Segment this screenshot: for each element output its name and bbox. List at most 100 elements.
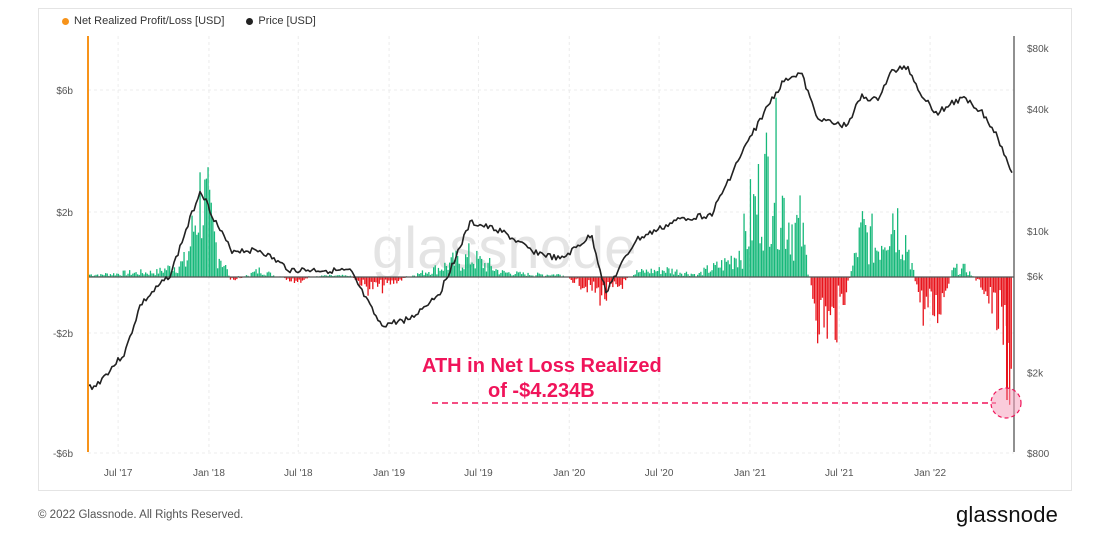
net-realized-bar	[490, 266, 492, 277]
net-realized-bar	[873, 262, 875, 277]
net-realized-bar	[802, 222, 804, 277]
net-realized-bar	[919, 277, 921, 303]
net-realized-bar	[589, 277, 592, 285]
net-realized-bar	[713, 263, 715, 277]
net-realized-bar	[524, 274, 526, 277]
net-realized-bar	[172, 271, 174, 277]
net-realized-bar	[425, 272, 427, 277]
net-realized-bar	[921, 277, 923, 291]
net-realized-bar	[175, 272, 177, 277]
net-realized-bar	[722, 270, 724, 277]
net-realized-bar	[916, 277, 918, 285]
net-realized-bar	[233, 277, 235, 280]
net-realized-bar	[597, 277, 600, 288]
legend-dot-orange	[62, 17, 69, 25]
net-realized-bar	[783, 197, 785, 277]
net-realized-bar	[847, 277, 849, 281]
net-realized-bar	[599, 277, 601, 306]
net-realized-bar	[341, 274, 344, 277]
net-realized-bar	[149, 270, 152, 277]
net-realized-bar	[141, 273, 144, 277]
net-realized-bar	[325, 275, 328, 277]
net-realized-bar	[497, 269, 499, 277]
net-realized-bar	[90, 274, 92, 277]
net-realized-bar	[828, 277, 830, 311]
net-realized-bar	[140, 269, 142, 277]
net-realized-bar	[463, 269, 465, 277]
net-realized-bar	[882, 249, 884, 277]
net-realized-bar	[188, 251, 190, 277]
net-realized-bar	[765, 132, 768, 277]
legend-item-net-realized[interactable]: Net Realized Profit/Loss [USD]	[62, 15, 224, 27]
net-realized-bar	[130, 274, 132, 277]
net-realized-bar	[338, 275, 340, 277]
net-realized-bar	[221, 267, 224, 277]
net-realized-bar	[941, 277, 944, 294]
net-realized-bar	[815, 277, 817, 321]
net-realized-bar	[929, 277, 931, 289]
net-realized-bar	[218, 258, 220, 277]
net-realized-bar	[297, 277, 299, 282]
net-realized-bar	[721, 260, 723, 277]
net-realized-bar	[458, 263, 460, 277]
net-realized-bar	[701, 275, 704, 277]
net-realized-bar	[709, 271, 712, 277]
net-realized-bar	[252, 272, 254, 277]
net-realized-bar	[933, 277, 936, 317]
net-realized-bar	[644, 272, 646, 277]
net-realized-bar	[642, 270, 644, 277]
net-realized-bar	[193, 231, 195, 277]
net-realized-bar	[445, 266, 448, 277]
net-realized-bar	[191, 215, 193, 277]
net-realized-bar	[506, 272, 508, 277]
net-realized-bar	[685, 271, 688, 277]
net-realized-bar	[306, 277, 308, 279]
net-realized-bar	[330, 275, 332, 277]
net-realized-bar	[932, 277, 934, 316]
net-realized-bar	[649, 273, 651, 277]
net-realized-bar	[741, 268, 744, 277]
net-realized-bar	[132, 273, 134, 277]
net-realized-bar	[135, 272, 137, 277]
net-realized-bar	[930, 277, 932, 292]
net-realized-bar	[609, 277, 611, 287]
left-axis-tick-label: -$2b	[53, 329, 73, 340]
net-realized-bar	[716, 261, 718, 277]
net-realized-bar	[733, 257, 736, 277]
net-realized-bar	[117, 273, 120, 277]
net-realized-bar	[501, 270, 504, 277]
net-realized-bar	[775, 97, 777, 277]
net-realized-bar	[321, 275, 323, 277]
net-realized-bar	[250, 272, 252, 277]
net-realized-bar	[485, 271, 488, 277]
net-realized-bar	[593, 277, 595, 282]
net-realized-bar	[887, 249, 889, 277]
net-realized-bar	[588, 277, 590, 281]
net-realized-bar	[385, 277, 387, 280]
net-realized-bar	[345, 275, 347, 277]
net-realized-bar	[266, 272, 268, 277]
legend-item-price[interactable]: Price [USD]	[246, 15, 316, 27]
net-realized-bar	[861, 211, 864, 277]
net-realized-bar	[985, 277, 987, 292]
net-realized-bar	[906, 251, 908, 277]
net-realized-bar	[103, 275, 105, 277]
net-realized-bar	[481, 258, 483, 277]
net-realized-bar	[772, 216, 774, 277]
net-realized-bar	[663, 270, 665, 277]
net-realized-bar	[194, 225, 196, 277]
net-realized-bar	[951, 270, 953, 277]
net-realized-bar	[836, 277, 838, 343]
net-realized-bar	[337, 275, 339, 277]
net-realized-bar	[751, 240, 753, 277]
net-realized-bar	[634, 274, 636, 277]
net-realized-bar	[389, 277, 392, 285]
net-realized-bar	[95, 274, 97, 277]
net-realized-bar	[897, 208, 899, 277]
net-realized-bar	[770, 244, 772, 277]
net-realized-bar	[725, 261, 728, 277]
right-axis-tick-label: $40k	[1027, 105, 1050, 116]
net-realized-bar	[617, 277, 619, 287]
net-realized-bar	[293, 277, 296, 283]
